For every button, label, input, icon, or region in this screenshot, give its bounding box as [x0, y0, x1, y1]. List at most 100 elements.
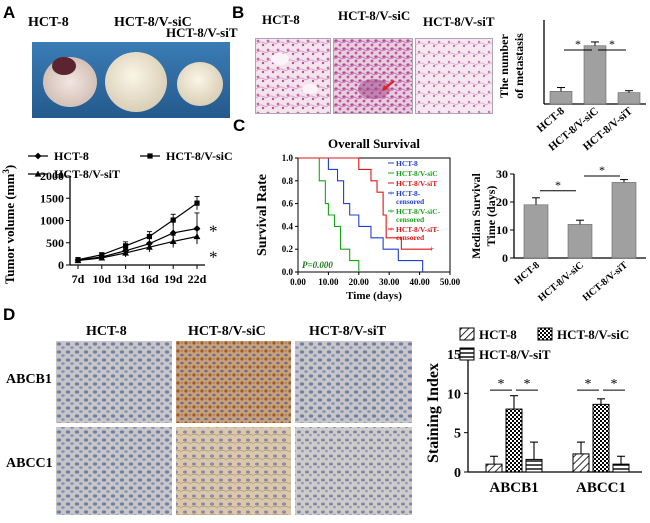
si-sig-star: *: [524, 377, 531, 392]
tv-sig-star: *: [209, 222, 218, 241]
metastasis-chart: The number of metastasisHCT-8HCT-8/V-siCH…: [497, 20, 646, 154]
ihc-abcc1-vsit: [295, 427, 412, 515]
ihc-row-label-abcc1: ABCC1: [6, 456, 53, 471]
os-series-line: [298, 157, 424, 272]
ms-sig-star: *: [599, 163, 605, 177]
si-bar: [485, 463, 503, 473]
tumor-volume-chart: 0 500 1000 1500 2000 7d 10d 13d 16d 19d 22d Tumor v…: [1, 149, 233, 286]
si-legend-swatch: [459, 327, 475, 341]
tv-legend-label: HCT-8/V-siT: [54, 167, 120, 181]
tv-x-tick-label: 19d: [164, 272, 183, 286]
ms-ylabel-line: Time (days): [484, 186, 498, 247]
ihc-abcb1-vsit: [295, 341, 412, 423]
os-legend-label: HCT-8/V-siT-: [396, 225, 440, 234]
si-legend-swatch: [459, 347, 475, 361]
si-legend-label: HCT-8: [479, 327, 517, 342]
meta-bar: [617, 92, 641, 105]
si-legend-label: HCT-8/V-siC: [557, 327, 629, 342]
tv-x-tick-label: 7d: [72, 272, 85, 286]
he-image-vsic: [333, 38, 413, 114]
ms-sig-star: *: [555, 178, 561, 192]
ms-y-tick-label: 20: [496, 195, 508, 209]
ms-y-tick-label: 10: [496, 223, 508, 237]
tv-sig-star: *: [209, 248, 218, 267]
os-x-tick-label: 20.00: [349, 277, 370, 287]
ms-y-tick-label: 0: [502, 251, 508, 265]
he-image-hct8: [255, 38, 331, 114]
si-ylabel: Staining Index: [425, 363, 442, 463]
ms-y-tick-label: 30: [496, 167, 508, 181]
os-legend-label: HCT-8/V-siC-: [396, 207, 441, 216]
tv-legend-label: HCT-8/V-siC: [166, 149, 233, 163]
os-pvalue: P=0.000: [302, 260, 333, 270]
tumor-hct8-necrosis: [52, 57, 76, 75]
os-y-tick-label: 0.4: [282, 221, 294, 231]
meta-sig-star: *: [575, 37, 581, 51]
meta-bar: [583, 45, 607, 105]
tumor-vsit: [177, 62, 223, 106]
tv-marker: [146, 243, 153, 250]
si-legend-swatch: [537, 327, 553, 341]
tv-x-tick-label: 16d: [140, 272, 159, 286]
ms-bar: [523, 204, 549, 259]
tv-series-line: [77, 227, 198, 261]
os-y-tick-label: 1.0: [282, 153, 294, 163]
si-bar: [612, 463, 630, 473]
ihc-image-grid: [56, 341, 412, 515]
tv-marker: [74, 257, 82, 264]
si-bar: [592, 403, 610, 473]
os-x-tick-label: 0.00: [290, 277, 306, 287]
si-y-tick-label: 5: [454, 427, 461, 442]
si-y-tick-label: 0: [454, 466, 461, 481]
meta-ylabel-line: The number: [497, 33, 511, 97]
ihc-abcb1-vsic: [176, 341, 291, 423]
ihc-row-label-abcb1: ABCB1: [6, 372, 52, 387]
os-legend-label: HCT-8: [396, 159, 418, 168]
tv-marker: [169, 229, 177, 237]
tv-marker: [194, 200, 200, 206]
panel-label-c: C: [233, 116, 246, 135]
tv-y-tick-label: 0: [58, 258, 64, 272]
tv-marker: [123, 243, 129, 249]
os-x-tick-label: 10.00: [318, 277, 339, 287]
meta-bar: [549, 91, 573, 105]
ihc-abcb1-hct8: [56, 341, 172, 423]
tv-ylabel: Tumor volume (mm3): [1, 165, 17, 284]
os-legend-label: censored: [396, 197, 425, 206]
tv-marker: [98, 254, 106, 261]
tv-x-tick-label: 10d: [92, 272, 111, 286]
ihc-abcc1-vsic: [176, 427, 291, 515]
ihc-col-label-vsic: HCT-8/V-siC: [188, 324, 266, 339]
meta-sig-star: *: [609, 37, 615, 51]
ihc-col-label-vsit: HCT-8/V-siT: [309, 324, 387, 339]
os-x-tick-label: 30.00: [379, 277, 400, 287]
os-y-tick-label: 0.2: [282, 244, 294, 254]
si-y-tick-label: 15: [447, 348, 461, 363]
he-label-hct8: HCT-8: [262, 12, 300, 27]
photo-label-hct8: HCT-8: [28, 15, 69, 30]
ms-ylabel-line: Median Survival: [470, 173, 483, 259]
overall-survival-chart: Overall Survival 0.0 0.2 0.4 0.6 0.8 1.0 0.00 10…: [255, 136, 461, 302]
si-bar: [572, 453, 590, 473]
os-legend-label: HCT-8/V-siT: [396, 179, 437, 188]
os-censor-mark: +: [429, 244, 434, 254]
tv-y-tick-label: 500: [46, 236, 64, 250]
os-legend-label: censored: [396, 215, 425, 224]
tumor-vsic: [105, 52, 167, 112]
si-sig-star: *: [498, 377, 505, 392]
ihc-abcc1-hct8: [56, 427, 172, 515]
os-y-tick-label: 0.0: [282, 267, 294, 277]
tv-series-line: [77, 202, 198, 261]
os-y-tick-label: 0.6: [282, 199, 294, 209]
si-sig-star: *: [611, 377, 618, 392]
tv-marker: [193, 233, 201, 240]
si-bar: [525, 458, 543, 473]
he-image-vsit: [415, 38, 493, 114]
ms-bar: [567, 224, 593, 259]
panel-label-b: B: [232, 3, 245, 22]
si-y-tick-label: 10: [447, 387, 461, 402]
tv-marker: [147, 153, 153, 159]
os-legend-label: HCT-8-: [396, 189, 421, 198]
tv-x-tick-label: 22d: [188, 272, 207, 286]
